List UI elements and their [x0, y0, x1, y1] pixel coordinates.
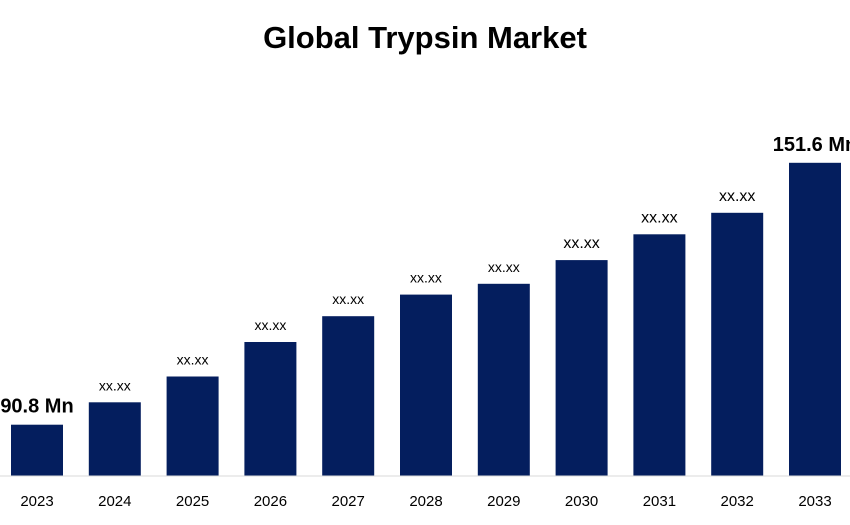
data-label-2025: xx.xx — [177, 352, 209, 368]
data-labels-group: 90.8 Mn xx.xx xx.xx xx.xx xx.xx xx.xx xx.xx xx.… — [0, 134, 850, 418]
x-tick-label-2033: 2033 — [798, 493, 831, 510]
bar-2029 — [477, 283, 530, 476]
x-tick-label-2026: 2026 — [254, 493, 287, 510]
x-tick-label-2031: 2031 — [643, 493, 676, 510]
x-tick-label-2028: 2028 — [409, 493, 442, 510]
bar-2028 — [400, 294, 452, 476]
bar-2023 — [11, 424, 63, 476]
bar-2026 — [244, 342, 297, 476]
data-label-2031: xx.xx — [641, 209, 677, 226]
x-tick-labels-group: 2023 2024 2025 2026 2027 2028 2029 2030 2031 2032… — [20, 493, 831, 510]
data-label-2030: xx.xx — [563, 235, 599, 252]
bar-2027 — [322, 316, 375, 476]
x-tick-label-2027: 2027 — [332, 493, 365, 510]
bar-2032 — [711, 212, 764, 477]
bar-2025 — [166, 376, 219, 476]
chart-title: Global Trypsin Market — [263, 20, 587, 55]
data-label-2028: xx.xx — [410, 270, 442, 286]
x-tick-label-2025: 2025 — [176, 493, 209, 510]
data-label-2027: xx.xx — [332, 291, 364, 307]
data-label-2024: xx.xx — [99, 377, 131, 393]
data-label-2033: 151.6 Mn — [773, 134, 850, 156]
x-tick-label-2024: 2024 — [98, 493, 131, 510]
data-label-2032: xx.xx — [719, 188, 755, 205]
bars-group — [11, 162, 841, 477]
data-label-2026: xx.xx — [254, 317, 286, 333]
x-tick-label-2029: 2029 — [487, 493, 520, 510]
data-label-2023: 90.8 Mn — [0, 396, 73, 418]
bar-2033 — [789, 162, 841, 477]
bar-2024 — [88, 402, 141, 476]
bar-2031 — [633, 234, 686, 476]
data-label-2029: xx.xx — [488, 259, 520, 275]
x-tick-label-2032: 2032 — [721, 493, 754, 510]
bar-2030 — [555, 260, 608, 476]
x-tick-label-2023: 2023 — [20, 493, 53, 510]
x-tick-label-2030: 2030 — [565, 493, 598, 510]
